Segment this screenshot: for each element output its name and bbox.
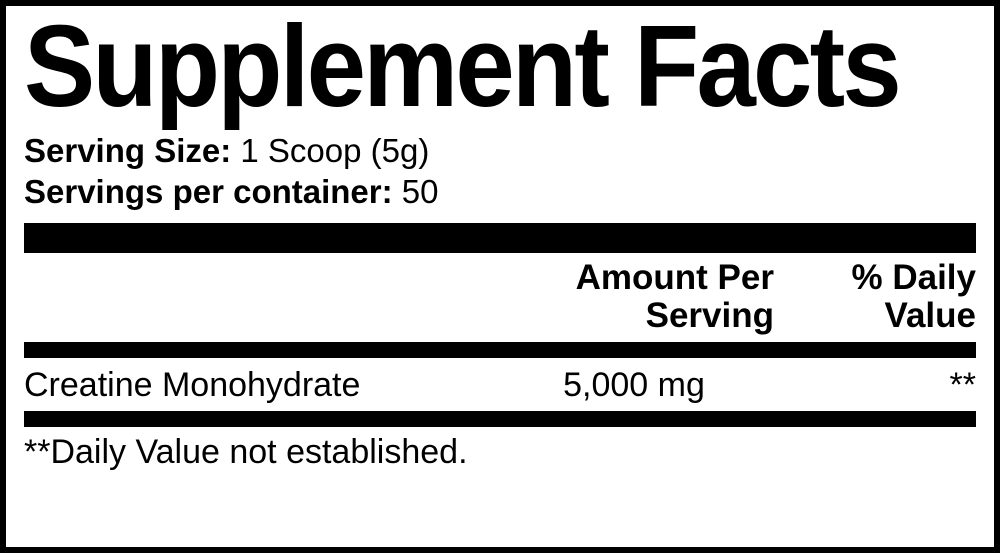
divider-thick-1 xyxy=(24,223,976,253)
servings-per-label: Servings per container: xyxy=(24,173,393,210)
servings-per-value: 50 xyxy=(393,173,439,210)
header-dv-line1: % Daily xyxy=(796,259,976,298)
header-amount-line2: Serving xyxy=(494,297,774,336)
ingredient-amount: 5,000 mg xyxy=(494,366,774,405)
header-dv-line2: Value xyxy=(796,297,976,336)
serving-size-label: Serving Size: xyxy=(24,132,231,169)
serving-size-line: Serving Size: 1 Scoop (5g) xyxy=(24,130,976,171)
divider-med-2 xyxy=(24,411,976,427)
header-amount: Amount Per Serving xyxy=(494,259,774,336)
ingredient-row: Creatine Monohydrate 5,000 mg ** xyxy=(24,358,976,405)
serving-size-value: 1 Scoop (5g) xyxy=(231,132,429,169)
divider-med-1 xyxy=(24,342,976,358)
panel-title: Supplement Facts xyxy=(24,6,900,124)
serving-block: Serving Size: 1 Scoop (5g) Servings per … xyxy=(24,130,976,213)
supplement-facts-panel: Supplement Facts Serving Size: 1 Scoop (… xyxy=(0,0,1000,553)
column-header-row: Amount Per Serving % Daily Value xyxy=(24,253,976,336)
ingredient-name: Creatine Monohydrate xyxy=(24,366,494,405)
servings-per-line: Servings per container: 50 xyxy=(24,171,976,212)
ingredient-dv: ** xyxy=(796,366,976,405)
header-daily-value: % Daily Value xyxy=(796,259,976,336)
header-amount-line1: Amount Per xyxy=(494,259,774,298)
footnote: **Daily Value not established. xyxy=(24,427,976,472)
